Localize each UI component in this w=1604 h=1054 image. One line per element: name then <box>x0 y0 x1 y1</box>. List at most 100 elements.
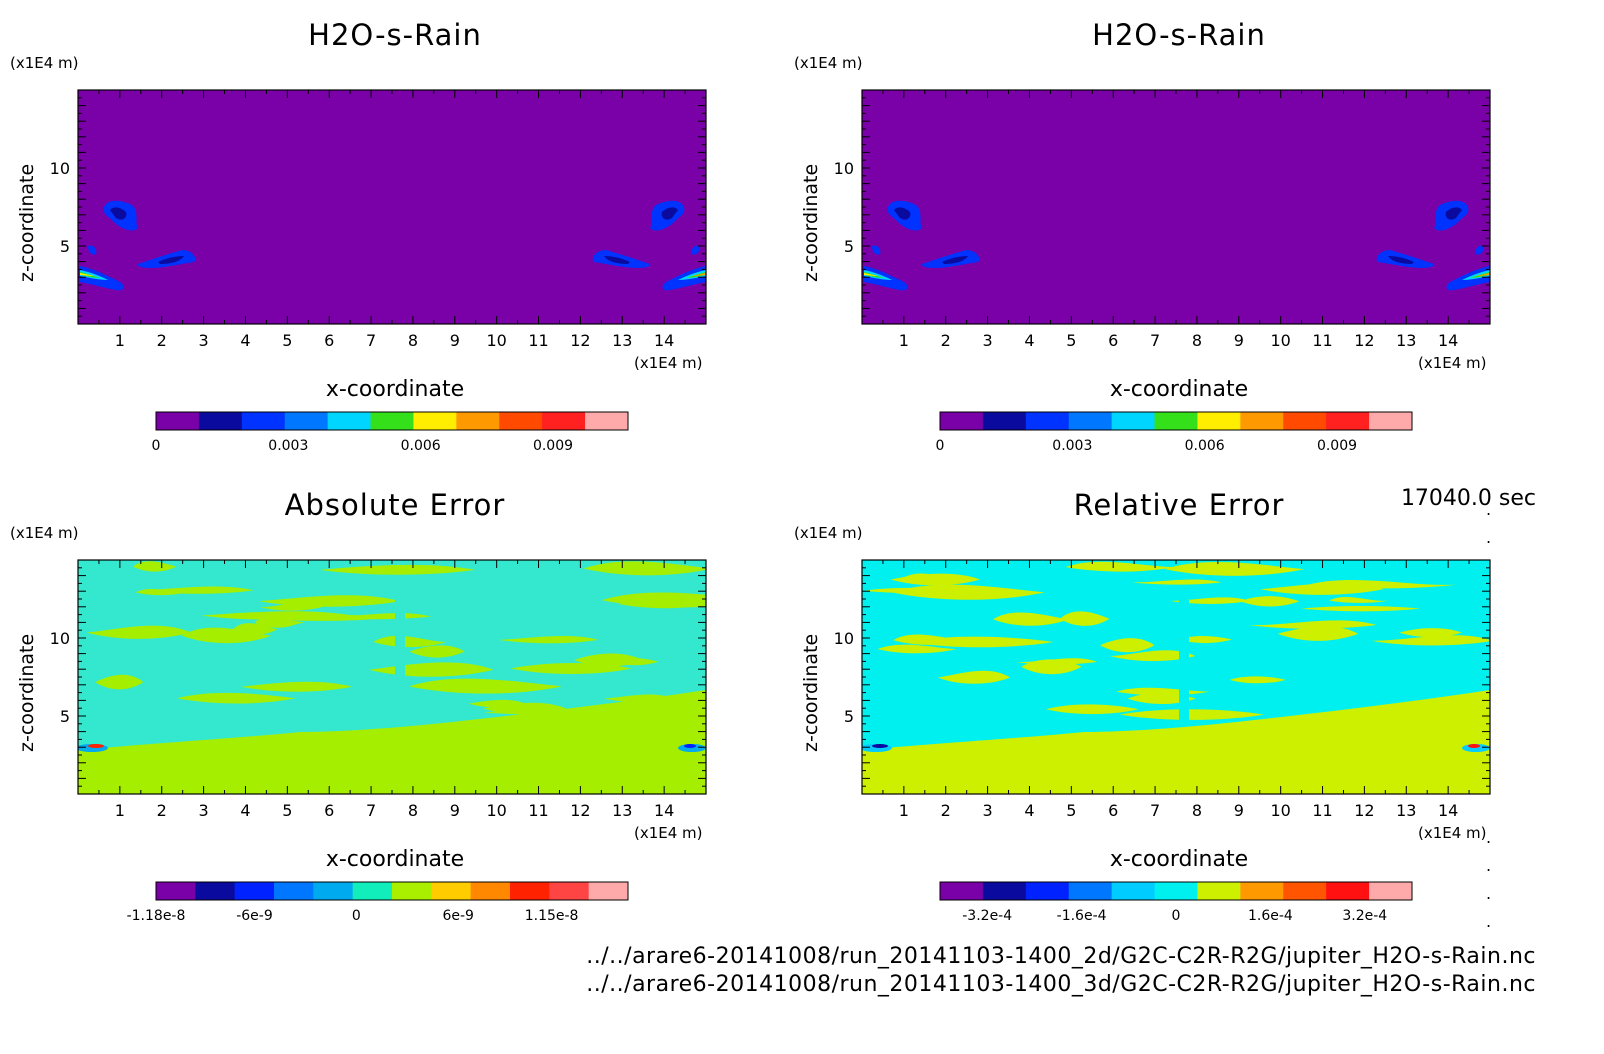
error-streak <box>409 678 563 694</box>
colorbar-swatch <box>198 412 243 430</box>
colorbar-swatch <box>470 882 511 900</box>
separator-dot: . <box>1486 528 1492 547</box>
error-streak <box>902 573 965 583</box>
colorbar-swatch <box>1326 882 1370 900</box>
separator-dot: . <box>1486 828 1492 847</box>
error-streak <box>409 645 465 658</box>
field-contour <box>872 245 881 255</box>
x-tick-label: 9 <box>450 331 460 350</box>
x-unit-label: (x1E4 m) <box>1418 824 1487 842</box>
separator-dot: . <box>1486 884 1492 903</box>
colorbar-swatch <box>982 412 1027 430</box>
x-tick-label: 11 <box>528 801 548 820</box>
x-tick-label: 12 <box>1354 801 1374 820</box>
x-tick-label: 14 <box>1438 801 1458 820</box>
chart-title: H2O-s-Rain <box>308 18 482 52</box>
error-streak <box>937 670 1011 684</box>
error-streak <box>1164 562 1305 576</box>
colorbar-label: -1.18e-8 <box>127 908 186 924</box>
error-streak <box>583 561 706 576</box>
field-contour <box>158 256 184 264</box>
y-tick-label: 10 <box>834 159 854 178</box>
colorbar-frame <box>939 411 1413 431</box>
colorbar-swatch <box>510 882 550 900</box>
error-streak <box>483 709 635 715</box>
error-streak <box>181 627 272 644</box>
colorbar-label: 0.006 <box>1185 438 1225 454</box>
x-unit-label: (x1E4 m) <box>1418 354 1487 372</box>
x-tick-label: 10 <box>486 801 506 820</box>
colorbar-swatch <box>431 882 472 900</box>
field-contour <box>1388 256 1414 264</box>
error-streak <box>1065 561 1176 572</box>
x-tick-label: 3 <box>983 331 993 350</box>
colorbar-label: 0 <box>352 908 361 924</box>
x-tick-label: 14 <box>654 801 674 820</box>
error-streak <box>1119 709 1265 720</box>
chart-title: Relative Error <box>1073 488 1285 522</box>
colorbar-label: 0 <box>936 438 945 454</box>
x-tick-label: 1 <box>115 331 125 350</box>
x-tick-label: 1 <box>899 331 909 350</box>
colorbar-label: 3.2e-4 <box>1342 908 1387 924</box>
x-tick-label: 8 <box>1192 801 1202 820</box>
error-spot <box>88 744 104 748</box>
colorbar-label: -3.2e-4 <box>962 908 1012 924</box>
x-tick-label: 6 <box>1108 331 1118 350</box>
colorbar-frame <box>155 881 629 901</box>
colorbar-swatch <box>1369 882 1413 900</box>
x-tick-label: 7 <box>366 331 376 350</box>
x-tick-label: 2 <box>157 801 167 820</box>
colorbar-swatch <box>234 882 275 900</box>
error-streak <box>864 587 980 594</box>
x-tick-label: 4 <box>240 801 250 820</box>
x-tick-label: 3 <box>983 801 993 820</box>
field-contour <box>80 273 94 276</box>
colorbar-swatch <box>1240 882 1284 900</box>
separator-dot: . <box>1486 500 1492 519</box>
field-contour <box>686 272 706 278</box>
error-streak <box>319 564 476 575</box>
colorbar-swatch <box>1326 412 1370 430</box>
y-tick-label: 5 <box>60 707 70 726</box>
chart-title: Absolute Error <box>284 488 506 522</box>
colorbar-swatch <box>392 882 432 900</box>
colorbar-swatch <box>413 412 457 430</box>
colorbar-swatch <box>274 882 314 900</box>
error-streak <box>135 589 186 596</box>
colorbar-swatch <box>1240 412 1284 430</box>
field-contour <box>604 256 630 264</box>
colorbar-label: 0.003 <box>268 438 308 454</box>
field-contour <box>88 245 97 255</box>
colorbar-swatch <box>588 882 629 900</box>
x-tick-label: 13 <box>612 331 632 350</box>
x-tick-label: 10 <box>1270 331 1290 350</box>
x-axis-label: x-coordinate <box>325 377 465 402</box>
separator-dot: . <box>1486 856 1492 875</box>
y-unit-label: (x1E4 m) <box>10 54 79 72</box>
colorbar-swatch <box>549 882 590 900</box>
x-tick-label: 13 <box>612 801 632 820</box>
x-tick-label: 2 <box>157 331 167 350</box>
chart-panel-top-right: H2O-s-Rain (x1E4 m) z-coordinate (x1E4 m… <box>784 0 1564 470</box>
x-tick-label: 6 <box>1108 801 1118 820</box>
y-tick-label: 5 <box>844 707 854 726</box>
separator-dot: . <box>1486 912 1492 931</box>
error-streak <box>1014 658 1098 665</box>
field-contour <box>864 272 884 278</box>
x-tick-label: 12 <box>1354 331 1374 350</box>
x-tick-label: 14 <box>1438 331 1458 350</box>
y-tick-label: 5 <box>844 237 854 256</box>
error-streak <box>468 699 526 708</box>
error-streak <box>1060 611 1110 626</box>
x-tick-label: 4 <box>1024 331 1034 350</box>
x-tick-label: 14 <box>654 331 674 350</box>
x-tick-label: 7 <box>1150 331 1160 350</box>
x-tick-label: 7 <box>366 801 376 820</box>
colorbar-swatch <box>1197 882 1241 900</box>
error-streak <box>86 625 191 639</box>
x-tick-label: 4 <box>1024 801 1034 820</box>
colorbar-label: -1.6e-4 <box>1057 908 1107 924</box>
colorbar-swatch <box>352 882 393 900</box>
